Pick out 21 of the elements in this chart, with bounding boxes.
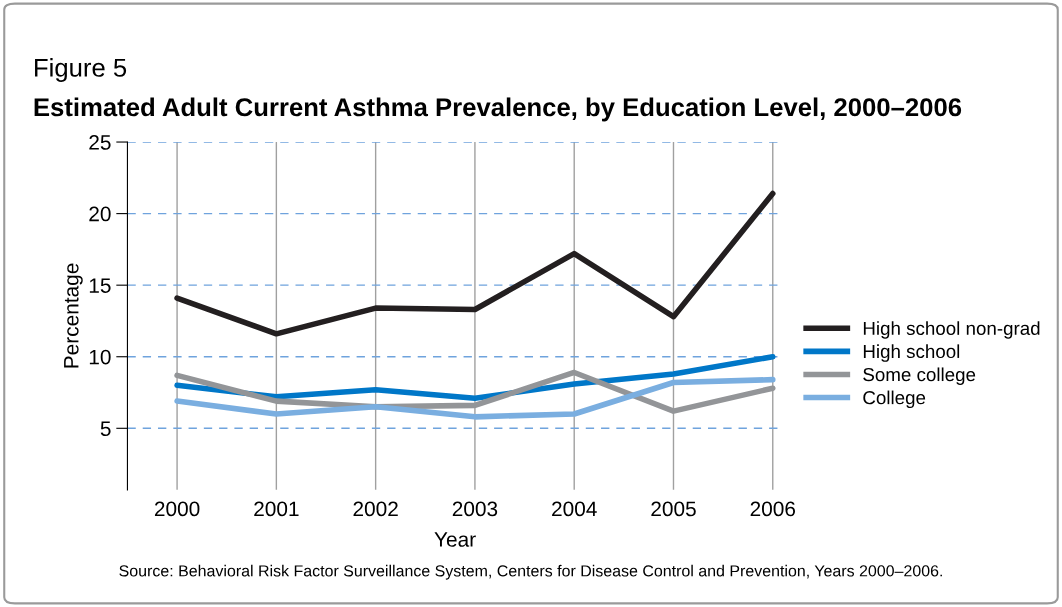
y-axis-title: Percentage xyxy=(64,263,83,368)
legend-label: High school non-grad xyxy=(863,321,1040,339)
legend-label: High school xyxy=(863,344,960,362)
y-tick-label: 20 xyxy=(89,206,111,222)
legend-label: College xyxy=(863,390,926,409)
x-axis-title: Year xyxy=(434,532,476,547)
x-tick-label: 2005 xyxy=(651,501,696,517)
caption: Figure 5 xyxy=(35,57,127,82)
source-note: Source: Behavioral Risk Factor Surveillance System, Centers for Disease Control and Prevention, Years 2000–2006. xyxy=(119,564,942,580)
y-tick-label: 10 xyxy=(89,349,111,365)
chart-title: Estimated Adult Current Asthma Prevalence, by Education Level, 2000–2006 xyxy=(34,97,962,122)
x-tick-label: 2003 xyxy=(452,501,498,517)
x-tick-label: 2006 xyxy=(750,501,796,517)
y-tick-label: 15 xyxy=(89,278,111,293)
legend-label: Some college xyxy=(863,367,976,385)
x-tick-label: 2001 xyxy=(254,501,299,517)
x-tick-label: 2000 xyxy=(154,501,200,517)
y-tick-label: 25 xyxy=(89,135,111,150)
y-tick-label: 5 xyxy=(100,421,111,437)
x-tick-label: 2002 xyxy=(353,501,398,517)
x-tick-label: 2004 xyxy=(552,501,597,517)
